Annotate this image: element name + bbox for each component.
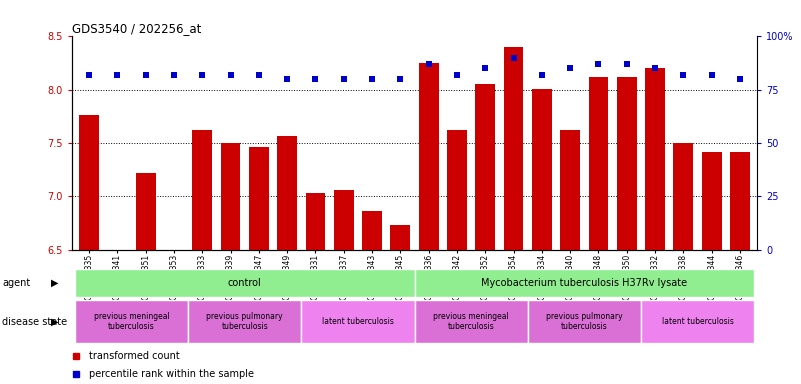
Bar — [75, 300, 188, 343]
Text: agent: agent — [2, 278, 30, 288]
Point — [450, 72, 463, 78]
Point — [281, 76, 294, 82]
Text: ▶: ▶ — [50, 278, 58, 288]
Text: disease state: disease state — [2, 316, 67, 327]
Text: previous meningeal
tuberculosis: previous meningeal tuberculosis — [433, 312, 509, 331]
Bar — [362, 211, 382, 250]
Text: latent tuberculosis: latent tuberculosis — [662, 317, 734, 326]
Bar — [528, 300, 641, 343]
Point — [309, 76, 322, 82]
Bar — [641, 300, 754, 343]
Bar — [277, 136, 297, 250]
Point — [139, 72, 152, 78]
Text: latent tuberculosis: latent tuberculosis — [322, 317, 394, 326]
Text: previous meningeal
tuberculosis: previous meningeal tuberculosis — [94, 312, 169, 331]
Bar — [589, 77, 609, 250]
Bar — [617, 77, 637, 250]
Bar — [674, 143, 694, 250]
Bar — [419, 63, 439, 250]
Bar — [415, 270, 754, 297]
Text: previous pulmonary
tuberculosis: previous pulmonary tuberculosis — [207, 312, 283, 331]
Point — [535, 72, 548, 78]
Bar — [730, 152, 750, 250]
Bar — [504, 47, 524, 250]
Bar — [192, 130, 212, 250]
Text: Mycobacterium tuberculosis H37Rv lysate: Mycobacterium tuberculosis H37Rv lysate — [481, 278, 687, 288]
Bar — [305, 193, 325, 250]
Bar — [447, 130, 467, 250]
Point — [649, 65, 662, 71]
Point — [564, 65, 577, 71]
Point — [620, 61, 633, 67]
Bar — [75, 270, 415, 297]
Bar — [475, 84, 495, 250]
Text: percentile rank within the sample: percentile rank within the sample — [89, 369, 254, 379]
Point — [507, 55, 520, 61]
Point — [734, 76, 747, 82]
Bar — [702, 152, 722, 250]
Point — [337, 76, 350, 82]
Bar — [334, 190, 354, 250]
Point — [196, 72, 209, 78]
Point — [167, 72, 180, 78]
Text: previous pulmonary
tuberculosis: previous pulmonary tuberculosis — [546, 312, 622, 331]
Point — [592, 61, 605, 67]
Point — [394, 76, 407, 82]
Point — [83, 72, 95, 78]
Bar — [560, 130, 580, 250]
Text: control: control — [227, 278, 262, 288]
Bar — [79, 115, 99, 250]
Bar — [220, 143, 240, 250]
Point — [366, 76, 379, 82]
Bar — [301, 300, 415, 343]
Point — [705, 72, 718, 78]
Point — [224, 72, 237, 78]
Bar — [415, 300, 528, 343]
Bar — [135, 173, 155, 250]
Point — [422, 61, 435, 67]
Text: GDS3540 / 202256_at: GDS3540 / 202256_at — [72, 22, 202, 35]
Bar — [249, 147, 269, 250]
Point — [111, 72, 124, 78]
Point — [479, 65, 492, 71]
Point — [677, 72, 690, 78]
Bar — [188, 300, 301, 343]
Text: ▶: ▶ — [50, 316, 58, 327]
Bar — [532, 89, 552, 250]
Point — [252, 72, 265, 78]
Text: transformed count: transformed count — [89, 351, 180, 361]
Bar — [645, 68, 665, 250]
Bar — [390, 225, 410, 250]
